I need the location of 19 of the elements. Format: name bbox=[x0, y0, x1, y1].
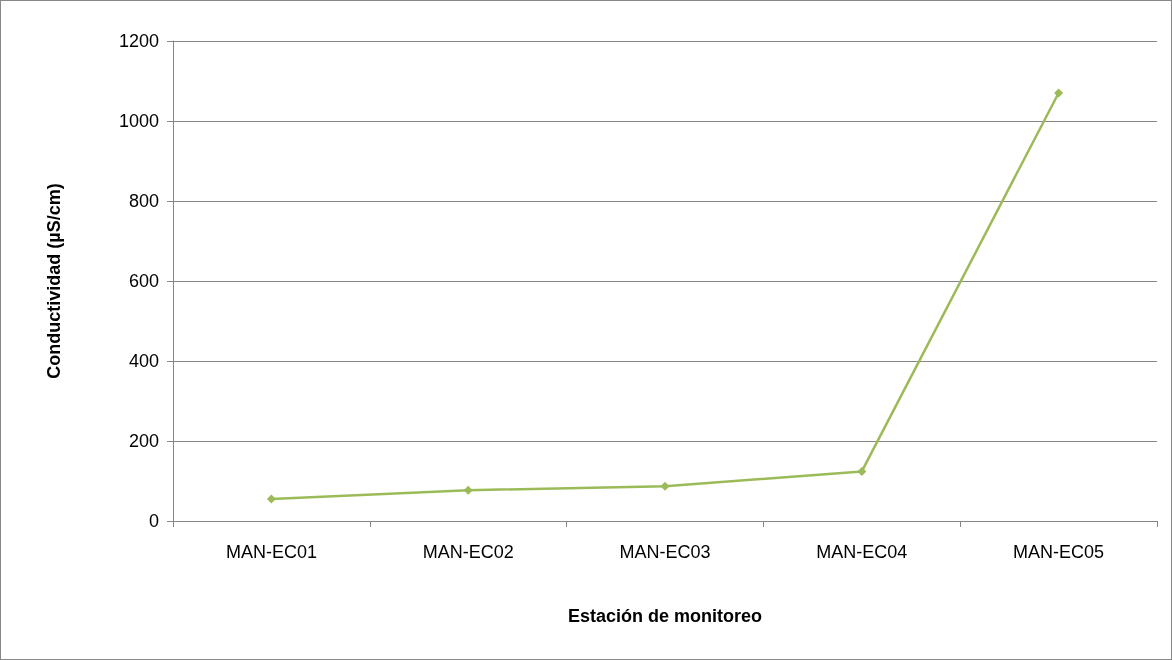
y-tick-label: 800 bbox=[128, 191, 159, 211]
y-tick-label: 1000 bbox=[118, 111, 159, 131]
y-tick-label: 200 bbox=[128, 431, 159, 451]
y-tick-label: 400 bbox=[128, 351, 159, 371]
y-axis-title: Conductividad (µS/cm) bbox=[44, 183, 64, 379]
point bbox=[857, 466, 867, 476]
x-tick-label: MAN-EC01 bbox=[225, 542, 317, 562]
x-tick-label: MAN-EC03 bbox=[619, 542, 711, 562]
y-tick-label: 1200 bbox=[118, 31, 159, 51]
point bbox=[1054, 88, 1064, 98]
x-tick-label: MAN-EC05 bbox=[1013, 542, 1105, 562]
y-tick-label: 0 bbox=[148, 511, 159, 531]
x-axis-title: Estación de monitoreo bbox=[567, 606, 763, 626]
x-tick-label: MAN-EC02 bbox=[422, 542, 514, 562]
point bbox=[463, 485, 473, 495]
point bbox=[660, 481, 670, 491]
y-tick-label: 600 bbox=[128, 271, 159, 291]
point bbox=[266, 494, 276, 504]
x-tick-label: MAN-EC04 bbox=[816, 542, 908, 562]
